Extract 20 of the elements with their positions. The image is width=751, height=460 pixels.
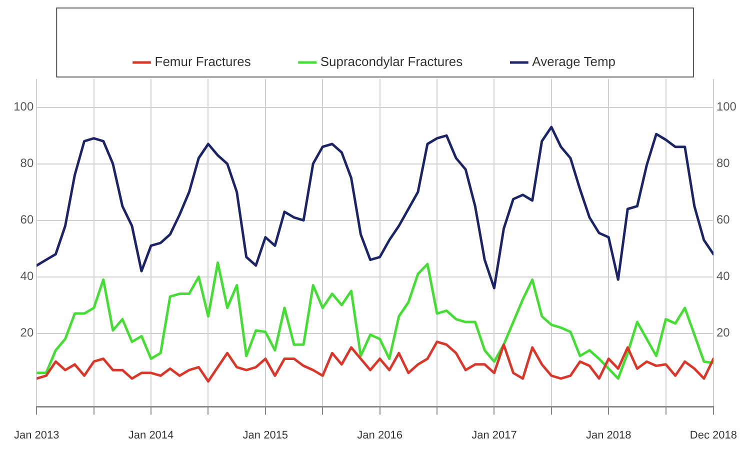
- y2-tick-label: 20: [716, 326, 730, 340]
- y2-tick-label: 80: [716, 156, 730, 170]
- y-tick-label: 20: [20, 326, 34, 340]
- x-tick-label: Jan 2013: [14, 429, 60, 442]
- x-tick-label: Jan 2018: [586, 429, 632, 442]
- y-tick-label: 100: [14, 100, 34, 114]
- legend-label: Supracondylar Fractures: [320, 54, 464, 70]
- x-tick-label: Jan 2016: [357, 429, 402, 442]
- y-tick-label: 40: [20, 269, 34, 284]
- y2-tick-label: 100: [716, 100, 737, 114]
- y-tick-label: 80: [20, 156, 34, 170]
- legend-label: Femur Fractures: [154, 54, 252, 70]
- y-tick-label: 60: [20, 212, 34, 227]
- y2-tick-label: 40: [716, 269, 730, 284]
- x-tick-label: Jan 2014: [128, 429, 174, 442]
- x-tick-label: Jan 2015: [242, 429, 288, 442]
- y2-tick-label: 60: [716, 212, 730, 227]
- x-tick-label: Jan 2017: [472, 429, 517, 442]
- legend-label: Average Temp: [532, 54, 616, 70]
- x-tick-label: Dec 2018: [690, 429, 738, 442]
